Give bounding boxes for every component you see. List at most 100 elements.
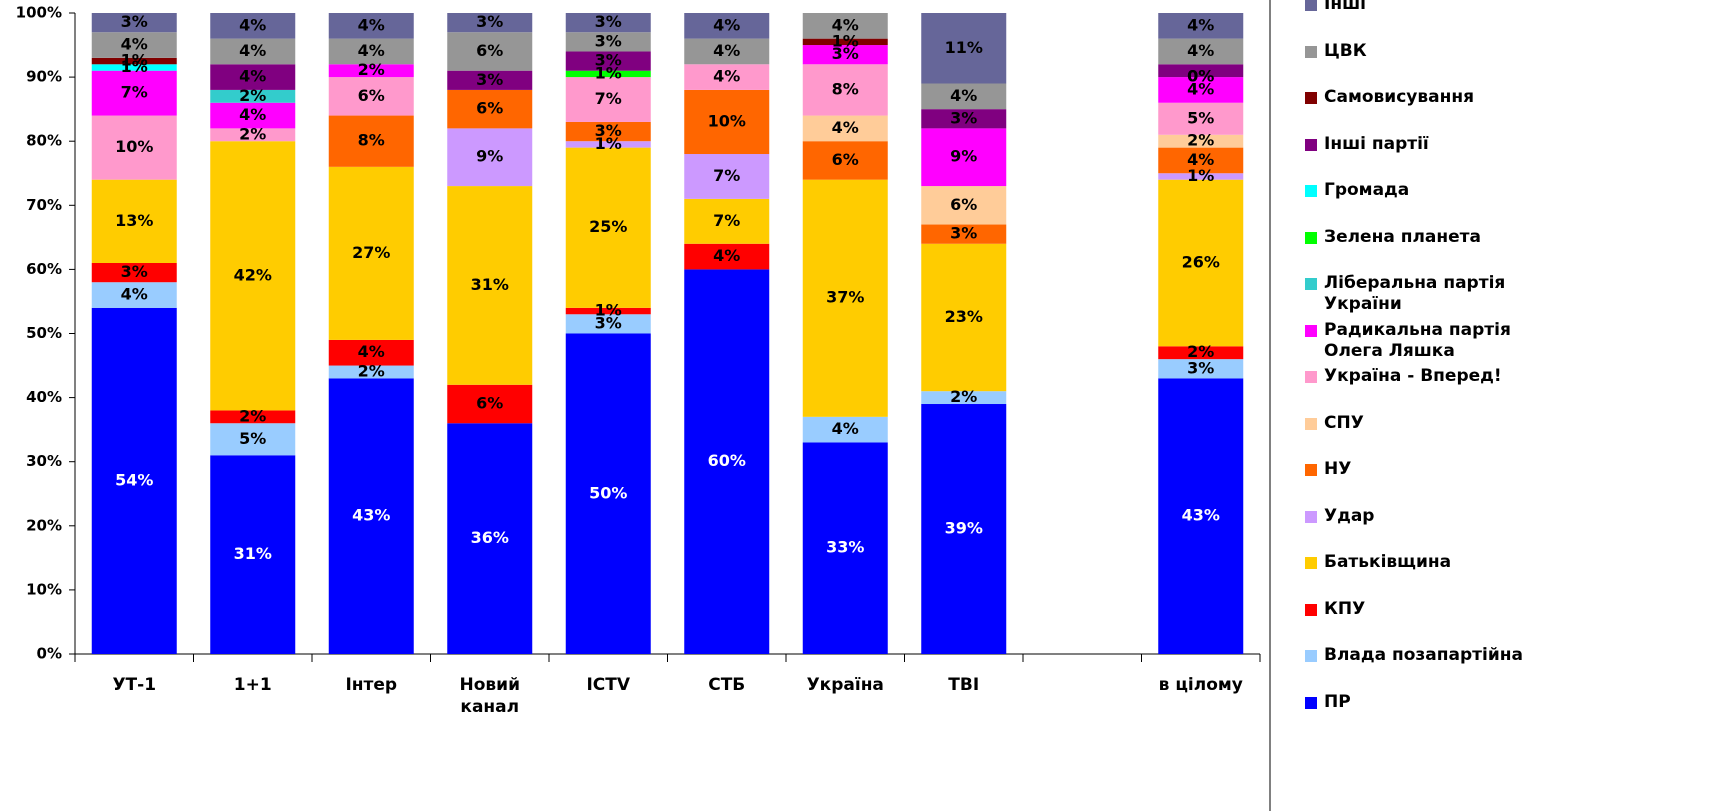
bar-segment [1158, 64, 1244, 78]
data-label: 1% [1187, 166, 1214, 185]
legend-swatch [1305, 92, 1317, 104]
bar-segment [1158, 346, 1244, 360]
data-label: 1% [595, 63, 622, 82]
bar-segment [91, 13, 177, 33]
bar-segment [1158, 147, 1244, 174]
data-label: 2% [1187, 131, 1214, 150]
bar-segment [1158, 38, 1244, 65]
bar-segment [328, 38, 414, 65]
y-tick-label: 10% [26, 580, 62, 598]
bar-segment [447, 13, 533, 33]
data-label: 0% [1187, 67, 1214, 86]
data-label: 10% [708, 111, 746, 130]
data-label: 4% [950, 86, 977, 105]
bar-segment [328, 77, 414, 116]
bar-segment [921, 404, 1007, 654]
legend-swatch [1305, 185, 1317, 197]
legend-label: Ліберальна партія України [1324, 273, 1506, 314]
x-tick-label: ICTV [586, 675, 631, 695]
data-label: 4% [713, 41, 740, 60]
bar-segment [447, 384, 533, 424]
bar-segment [921, 391, 1007, 405]
bar-segment [1158, 134, 1244, 148]
legend-entry: СПУ [1305, 413, 1559, 434]
data-label: 2% [950, 387, 977, 406]
x-tick-label: в цілому [1158, 675, 1243, 695]
bar-segment [684, 154, 770, 199]
data-label: 23% [945, 307, 983, 326]
data-label: 9% [950, 147, 977, 166]
data-label: 9% [476, 147, 503, 166]
data-label: 4% [239, 105, 266, 124]
bar-segment [447, 89, 533, 129]
bar-segment [684, 64, 770, 90]
data-label: 4% [358, 15, 385, 34]
x-tick-label: Новий канал [459, 675, 521, 717]
legend-label: ПР [1324, 691, 1351, 712]
legend-label: Батьківщина [1324, 552, 1452, 572]
data-label: 31% [234, 544, 272, 563]
data-label: 3% [595, 313, 622, 332]
legend-swatch [1305, 557, 1317, 569]
data-label: 25% [589, 217, 627, 236]
data-label: 3% [832, 44, 859, 63]
bar-segment [565, 307, 651, 315]
legend-label: Інші партії [1324, 133, 1429, 154]
data-label: 2% [358, 60, 385, 79]
data-label: 3% [595, 51, 622, 70]
bar-segment [210, 13, 296, 39]
bar-segment [565, 314, 651, 334]
bar-segment [921, 83, 1007, 110]
data-label: 4% [121, 285, 148, 304]
data-label: 4% [832, 15, 859, 34]
bar-segment [210, 102, 296, 129]
bar-segment [1158, 378, 1244, 654]
legend-label: КПУ [1324, 598, 1366, 619]
legend-entry: Самовисування [1305, 87, 1559, 108]
legend-label: Самовисування [1324, 87, 1474, 107]
x-tick-label: 1+1 [233, 675, 272, 695]
bar-segment [1158, 359, 1244, 379]
bar-segment [210, 128, 296, 142]
bar-segment [1158, 179, 1244, 347]
data-label: 3% [950, 108, 977, 127]
legend-swatch [1305, 464, 1317, 476]
bar-segment [802, 13, 888, 39]
bar-segment [1158, 77, 1244, 103]
x-tick-label: УТ-1 [112, 675, 157, 695]
y-tick-label: 80% [26, 132, 62, 150]
bar-segment [210, 141, 296, 411]
bar-segment [328, 166, 414, 340]
x-tick-label: Інтер [345, 675, 398, 695]
data-label: 10% [115, 137, 153, 156]
bar-segment [210, 455, 296, 654]
bar-segment [565, 141, 651, 148]
bar-segment [210, 89, 296, 103]
legend-entry: Інші партії [1305, 134, 1559, 155]
legend-label: Удар [1324, 505, 1375, 526]
bar-segment [565, 121, 651, 142]
legend-swatch [1305, 0, 1317, 11]
legend-entry: Влада позапартійна [1305, 645, 1559, 666]
bar-segment [91, 32, 177, 58]
legend-swatch [1305, 603, 1317, 616]
data-label: 2% [239, 406, 266, 425]
data-label: 6% [832, 150, 859, 169]
bar-segment [802, 45, 888, 65]
data-label: 54% [115, 470, 153, 489]
data-label: 4% [1187, 150, 1214, 169]
bar-segment [210, 423, 296, 456]
legend-entry: Україна - Вперед! [1305, 366, 1559, 387]
bar-segment [447, 32, 533, 71]
bar-segment [802, 141, 888, 180]
bar-segment [684, 243, 770, 270]
data-label: 4% [1187, 15, 1214, 34]
legend-swatch [1305, 417, 1317, 430]
bar-segment [447, 423, 533, 654]
legend-label: Україна - Вперед! [1324, 366, 1502, 386]
data-label: 50% [589, 483, 627, 502]
y-tick-label: 50% [26, 324, 62, 342]
data-label: 36% [471, 528, 509, 547]
data-label: 43% [352, 506, 390, 525]
bar-segment [802, 179, 888, 417]
